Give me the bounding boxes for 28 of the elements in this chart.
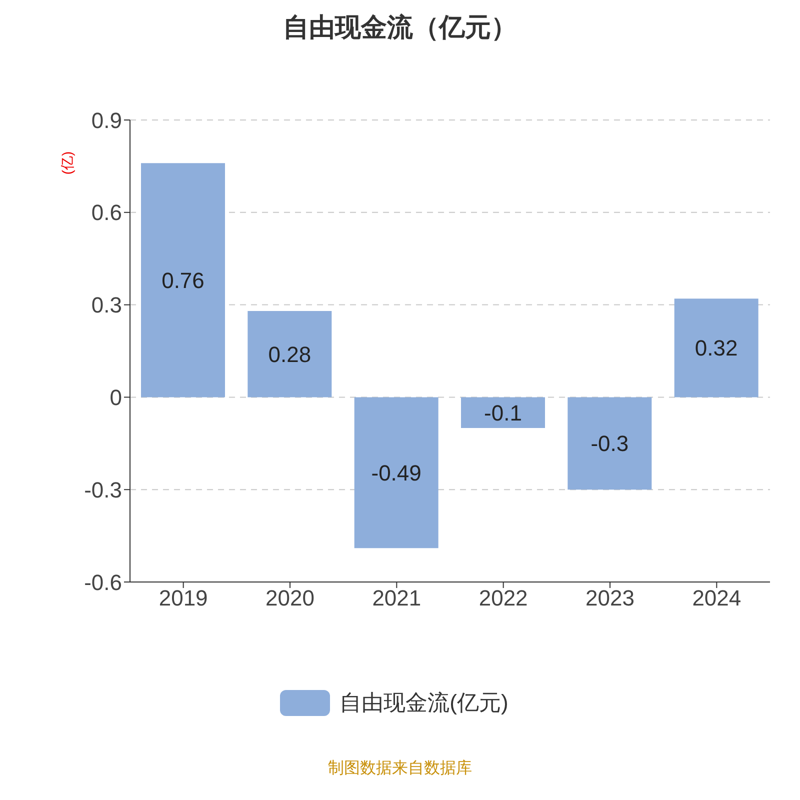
chart-title: 自由现金流（亿元）: [282, 11, 518, 44]
bar: [354, 397, 438, 548]
bar: [568, 397, 652, 490]
bar: [248, 310, 332, 398]
y-axis-title: (亿): [59, 151, 76, 175]
data-label: 0.32: [694, 336, 738, 361]
text: 制图数据来自数据库: [327, 758, 473, 779]
data-label: -0.49: [371, 460, 422, 486]
bar: [141, 163, 225, 398]
bar: [674, 298, 758, 398]
x-tick-label: 2024: [692, 586, 742, 611]
data-label: 0.28: [268, 342, 312, 367]
y-tick-label: 0: [110, 385, 122, 410]
x-tick-label: 2021: [372, 586, 422, 611]
data-label: 0.76: [162, 268, 204, 293]
y-tick-label: -0.6: [84, 570, 122, 595]
y-tick-label: -0.3: [84, 477, 122, 502]
data-label: -0.3: [590, 431, 629, 456]
y-tick-label: 0.3: [91, 292, 122, 318]
x-tick-label: 2022: [478, 586, 528, 611]
legend-label: 自由现金流(亿元): [340, 689, 508, 717]
bar: [461, 397, 545, 428]
y-tick-label: 0.6: [91, 200, 122, 226]
x-tick-label: 2020: [266, 586, 314, 611]
y-tick-label: 0.9: [91, 108, 122, 133]
data-label: -0.1: [484, 400, 522, 426]
x-tick-label: 2023: [586, 586, 634, 611]
x-tick-label: 2019: [158, 586, 208, 611]
